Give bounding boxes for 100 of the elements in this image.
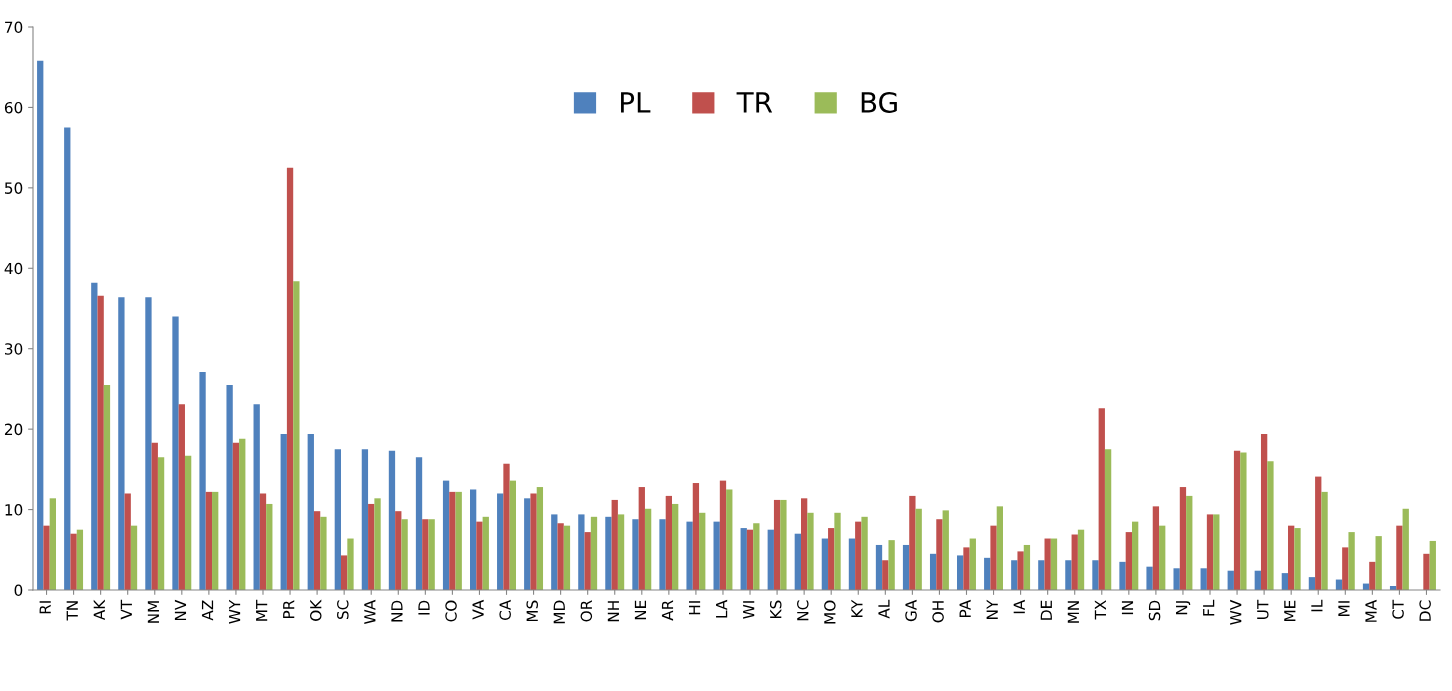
bar: [103, 384, 111, 590]
x-tick-label: NM: [147, 601, 159, 623]
bar: [1159, 525, 1166, 590]
bar: [1044, 538, 1051, 590]
y-tick-label: 30: [5, 343, 23, 355]
bar: [1369, 561, 1376, 590]
bar: [280, 433, 287, 590]
bar: [767, 529, 774, 590]
x-tick-label: VT: [120, 599, 132, 620]
bar: [672, 503, 679, 590]
x-tick-label: CO: [445, 600, 457, 622]
y-tick-label: 50: [5, 182, 23, 194]
bar: [984, 557, 991, 590]
bar: [726, 489, 733, 590]
bar: [401, 519, 408, 590]
x-tick-label: SD: [1148, 600, 1161, 621]
bar: [605, 516, 612, 590]
bar: [97, 295, 104, 590]
bar: [1092, 560, 1099, 590]
x-tick-label: OH: [932, 601, 944, 623]
bar: [524, 498, 531, 590]
x-tick-label: AL: [878, 599, 890, 619]
bar: [1077, 529, 1085, 590]
x-tick-label: AK: [93, 599, 105, 621]
x-tick-label: PA: [959, 599, 971, 617]
bar: [118, 297, 125, 590]
bar: [828, 528, 835, 590]
bar: [422, 519, 429, 590]
bar: [205, 491, 213, 590]
x-tick-label: OK: [309, 599, 322, 621]
bar: [37, 60, 44, 590]
bar: [497, 493, 504, 590]
bar: [699, 512, 706, 590]
bar: [76, 529, 84, 590]
bar: [848, 538, 856, 590]
bar: [590, 516, 598, 590]
bar: [259, 493, 267, 590]
bar: [1131, 521, 1139, 590]
x-tick-label: GA: [905, 599, 917, 622]
bar: [659, 519, 666, 590]
x-tick-label: IA: [1013, 599, 1025, 614]
x-tick-label: MD: [553, 600, 565, 624]
legend-label: TR: [736, 92, 773, 113]
bar: [368, 503, 375, 590]
bar: [503, 463, 510, 590]
bar: [1260, 433, 1268, 590]
bar: [239, 438, 246, 590]
bar: [388, 450, 396, 590]
bar: [719, 480, 727, 590]
bar: [347, 538, 354, 590]
x-tick-label: NY: [986, 599, 998, 619]
bar: [909, 495, 916, 590]
x-tick-label: MO: [824, 600, 836, 624]
bar: [157, 457, 165, 590]
bar: [578, 514, 585, 590]
bar: [1071, 534, 1078, 590]
legend-label: PL: [621, 92, 651, 113]
x-tick-label: WV: [1230, 599, 1242, 625]
bar: [91, 282, 98, 590]
bar: [861, 516, 868, 590]
x-tick-label: NE: [634, 600, 647, 620]
bar: [800, 498, 808, 590]
bar: [563, 525, 571, 590]
bar: [428, 519, 435, 590]
bar: [1342, 547, 1349, 590]
bar: [70, 533, 77, 590]
bar: [49, 498, 56, 590]
bar: [780, 499, 787, 590]
x-tick-label: WA: [364, 599, 376, 624]
bar: [753, 523, 760, 590]
bar: [1321, 491, 1328, 590]
bar: [692, 483, 700, 590]
bar: [1294, 528, 1301, 590]
bar: [1186, 495, 1193, 590]
x-tick-label: SC: [337, 600, 349, 620]
x-tick-label: VA: [472, 599, 484, 620]
y-tick-label: 20: [4, 423, 23, 436]
bar: [415, 457, 423, 590]
bar: [307, 433, 314, 590]
bar: [969, 538, 976, 590]
x-tick-label: FL: [1203, 599, 1215, 616]
x-tick-label: LA: [716, 599, 728, 618]
bar: [199, 372, 206, 590]
bar: [915, 508, 922, 590]
bar: [43, 525, 50, 590]
bar: [996, 506, 1004, 590]
bar: [442, 480, 450, 590]
bar: [794, 533, 801, 590]
bar: [530, 493, 537, 590]
x-tick-label: MA: [1365, 599, 1377, 622]
x-tick-label: WY: [229, 599, 241, 624]
bar: [1098, 408, 1105, 590]
bar: [178, 404, 185, 590]
bar: [1423, 553, 1430, 590]
bar: [361, 449, 369, 590]
bar: [557, 523, 564, 590]
bar: [1233, 450, 1241, 590]
bar: [834, 512, 841, 590]
bar: [1402, 508, 1409, 590]
bar: [617, 514, 625, 590]
